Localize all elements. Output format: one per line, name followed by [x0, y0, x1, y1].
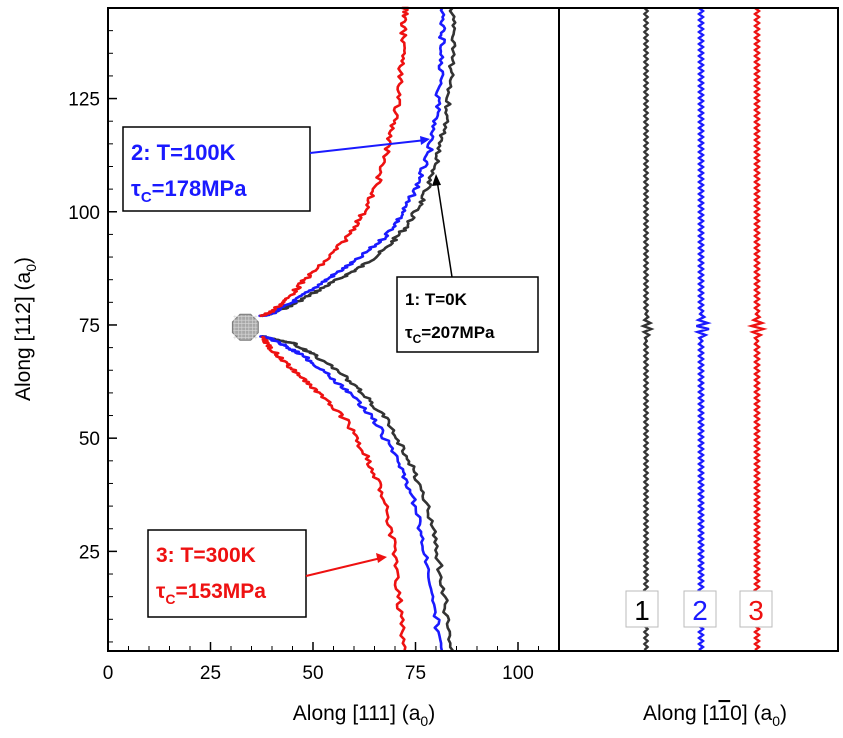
right-series-2-line [693, 7, 712, 651]
annotation-2-temp: 2: T=100K [131, 140, 236, 165]
y-tick-label-100: 100 [68, 203, 100, 224]
left-ticks: 0 25 50 75 100 25 50 75 100 125 [68, 7, 560, 684]
right-legend: 1 2 3 [625, 590, 773, 628]
y-tick-label-75: 75 [79, 316, 100, 337]
y-tick-label-50: 50 [79, 429, 100, 450]
legend-label-1: 1 [634, 595, 650, 626]
x-tick-label-25: 25 [200, 663, 221, 684]
annotation-1-arrowhead [432, 174, 441, 186]
annotation-1: 1: T=0K τC=207MPa [396, 174, 539, 353]
legend-2-box [683, 590, 717, 628]
series-3-lower-line [260, 335, 407, 652]
series-1-lower-line [261, 335, 455, 652]
annotation-2-arrowhead [420, 136, 430, 145]
y-tick-label-25: 25 [79, 542, 100, 563]
right-series-group [639, 7, 768, 651]
annotation-1-stress: τC=207MPa [405, 323, 495, 346]
annotation-2-box [122, 126, 311, 212]
x-tick-label-50: 50 [302, 663, 323, 684]
obstacle-particle [231, 313, 259, 341]
annotation-1-arrow [436, 179, 453, 278]
legend-label-2: 2 [692, 595, 708, 626]
annotation-3-arrowhead [376, 553, 387, 563]
annotation-2: 2: T=100K τC=178MPa [122, 126, 430, 212]
x-axis-title-left: Along [111] (a0) [293, 702, 435, 729]
y-axis-title: Along [112] (a0) [12, 257, 39, 401]
annotation-2-arrow [309, 139, 427, 154]
annotation-1-box [396, 276, 539, 353]
annotation-2-stress: τC=178MPa [131, 176, 247, 206]
y-tick-label-125: 125 [68, 90, 100, 111]
right-series-3-line [746, 7, 768, 651]
legend-1-box [625, 590, 659, 628]
legend-3-box [739, 590, 773, 628]
series-3-upper-line [259, 6, 410, 318]
annotation-1-temp: 1: T=0K [405, 290, 468, 309]
annotation-3-stress: τC=153MPa [156, 580, 266, 607]
obstacle-mesh [233, 315, 258, 340]
annotation-3-temp: 3: T=300K [156, 544, 256, 567]
right-plot-frame [558, 7, 839, 652]
legend-label-3: 3 [748, 595, 764, 626]
annotation-3: 3: T=300K τC=153MPa [147, 529, 387, 618]
series-2-lower-line [259, 335, 444, 652]
annotation-3-box [147, 529, 307, 618]
right-series-1-line [639, 7, 655, 651]
left-series-group [258, 6, 457, 652]
x-tick-label-100: 100 [502, 663, 534, 684]
series-2-upper-line [258, 7, 447, 318]
x-tick-label-0: 0 [103, 663, 114, 684]
annotation-3-arrow [305, 557, 382, 577]
right-panel [558, 7, 839, 652]
x-tick-label-75: 75 [405, 663, 426, 684]
x-axis-title-right: Along [110] (a0) [643, 702, 787, 729]
